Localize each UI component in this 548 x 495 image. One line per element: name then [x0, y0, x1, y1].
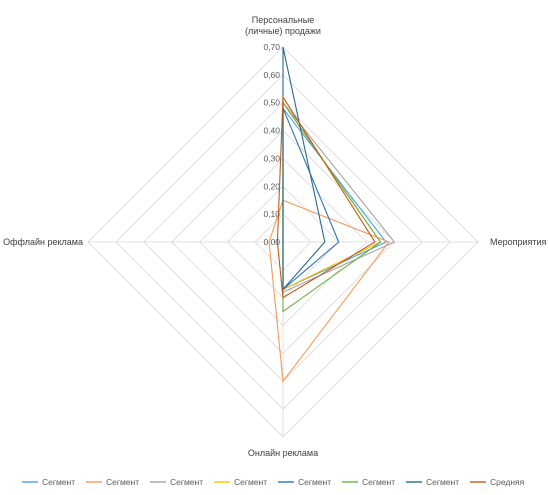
axis-label: Оффлайн реклама	[3, 237, 83, 247]
tick-label: 0,50	[263, 98, 280, 108]
radar-tick-labels: 0,00 0,10 0,20 0,30 0,40 0,50 0,60 0,70	[263, 42, 280, 247]
tick-label: 0,00	[263, 237, 280, 247]
legend-item: Сегмент	[426, 477, 459, 487]
legend-item: Сегмент	[106, 477, 139, 487]
radar-series	[268, 46, 396, 383]
series-line	[282, 108, 340, 291]
series-line	[268, 199, 390, 383]
legend: Сегмент Сегмент Сегмент Сегмент Сегмент Сегме…	[22, 477, 525, 487]
legend-item: Средняя	[490, 477, 525, 487]
tick-label: 0,60	[263, 70, 280, 80]
tick-label: 0,30	[263, 153, 280, 163]
series-line	[282, 46, 326, 291]
axis-label: Персональные (личные) продажи	[245, 15, 321, 36]
tick-label: 0,70	[263, 42, 280, 52]
axis-label: Мероприятия	[490, 237, 547, 247]
series-line	[282, 106, 387, 291]
tick-label: 0,10	[263, 209, 280, 219]
series-line	[276, 95, 376, 299]
legend-item: Сегмент	[298, 477, 331, 487]
tick-label: 0,20	[263, 181, 280, 191]
legend-item: Сегмент	[170, 477, 203, 487]
legend-item: Сегмент	[234, 477, 267, 487]
series-line	[282, 100, 382, 291]
tick-label: 0,40	[263, 126, 280, 136]
radar-axis-labels: Персональные (личные) продажи Мероприятия О…	[3, 15, 546, 458]
legend-item: Сегмент	[362, 477, 395, 487]
axis-label: Онлайн реклама	[248, 448, 318, 458]
legend-item: Сегмент	[42, 477, 75, 487]
